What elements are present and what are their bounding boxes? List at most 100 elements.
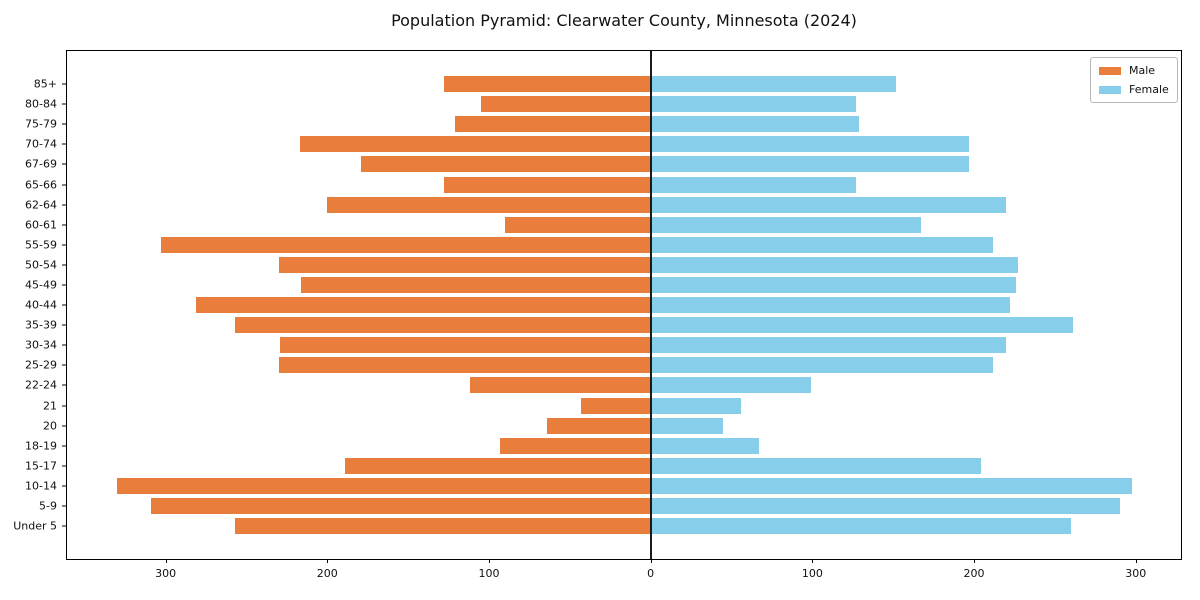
female-bar <box>650 76 897 93</box>
female-bar <box>650 457 981 474</box>
pyramid-row: 21 <box>43 396 1181 416</box>
pyramid-row: 62-64 <box>25 195 1181 215</box>
female-bar <box>650 216 921 233</box>
female-bar <box>650 337 1007 354</box>
y-tick-mark <box>62 344 66 346</box>
zero-axis-line <box>649 51 652 559</box>
chart-title: Population Pyramid: Clearwater County, M… <box>391 11 857 30</box>
female-bar <box>650 176 856 193</box>
y-tick-mark <box>62 505 66 507</box>
age-group-label: 60-61 <box>25 218 57 232</box>
x-tick-label: 300 <box>1125 567 1147 580</box>
pyramid-row: 18-19 <box>25 436 1181 456</box>
y-tick-mark <box>62 163 66 165</box>
male-bar <box>301 276 651 293</box>
x-tick-label: 100 <box>801 567 823 580</box>
age-group-label: 75-79 <box>25 117 57 131</box>
age-group-label: 50-54 <box>25 258 57 272</box>
female-bar <box>650 477 1133 494</box>
female-bar <box>650 196 1007 213</box>
pyramid-row: 15-17 <box>25 456 1181 476</box>
female-bar <box>650 136 970 153</box>
pyramid-row: Under 5 <box>13 516 1181 536</box>
x-tick-label: 200 <box>963 567 985 580</box>
age-group-label: 5-9 <box>39 499 57 513</box>
age-group-label: 15-17 <box>25 459 57 473</box>
x-tick-mark <box>812 559 814 563</box>
age-group-label: 10-14 <box>25 479 57 493</box>
x-tick-mark <box>327 559 329 563</box>
y-tick-mark <box>62 425 66 427</box>
bar-rows: 85+ 80-84 75-79 70-74 67-69 65-66 62-64 60-61 55… <box>13 51 1181 559</box>
pyramid-row: 35-39 <box>25 315 1181 335</box>
legend-female-label: Female <box>1129 83 1169 96</box>
male-bar <box>469 377 651 394</box>
male-bar <box>480 96 651 113</box>
pyramid-row: 30-34 <box>25 335 1181 355</box>
female-swatch-icon <box>1099 85 1121 94</box>
age-group-label: 45-49 <box>25 278 57 292</box>
legend: Male Female <box>1090 57 1178 103</box>
y-tick-mark <box>62 304 66 306</box>
pyramid-row: 55-59 <box>25 235 1181 255</box>
age-group-label: 65-66 <box>25 178 57 192</box>
male-bar <box>151 498 651 515</box>
female-bar <box>650 377 811 394</box>
age-group-label: 35-39 <box>25 318 57 332</box>
male-bar <box>278 357 651 374</box>
y-tick-mark <box>62 244 66 246</box>
age-group-label: 67-69 <box>25 157 57 171</box>
age-group-label: 20 <box>43 419 57 433</box>
pyramid-row: 50-54 <box>25 255 1181 275</box>
age-group-label: 70-74 <box>25 137 57 151</box>
female-bar <box>650 357 994 374</box>
x-tick-label: 200 <box>316 567 338 580</box>
pyramid-row: 65-66 <box>25 174 1181 194</box>
age-group-label: 21 <box>43 399 57 413</box>
pyramid-row: 45-49 <box>25 275 1181 295</box>
pyramid-row: 80-84 <box>25 94 1181 114</box>
x-tick-mark <box>974 559 976 563</box>
age-group-label: 22-24 <box>25 378 57 392</box>
female-bar <box>650 236 994 253</box>
y-tick-mark <box>62 364 66 366</box>
age-group-label: 30-34 <box>25 338 57 352</box>
male-bar <box>547 417 651 434</box>
male-bar <box>235 317 651 334</box>
age-group-label: 62-64 <box>25 198 57 212</box>
age-group-label: Under 5 <box>13 519 57 533</box>
male-bar <box>235 518 651 535</box>
y-tick-mark <box>62 465 66 467</box>
x-tick-label: 300 <box>155 567 177 580</box>
x-tick-mark <box>488 559 490 563</box>
y-tick-mark <box>62 405 66 407</box>
male-bar <box>327 196 651 213</box>
female-bar <box>650 437 759 454</box>
male-bar <box>443 176 651 193</box>
legend-entry-male: Male <box>1099 64 1169 77</box>
legend-male-label: Male <box>1129 64 1156 77</box>
plot-area: 85+ 80-84 75-79 70-74 67-69 65-66 62-64 60-61 55… <box>13 50 1182 580</box>
age-group-label: 55-59 <box>25 238 57 252</box>
female-bar <box>650 317 1073 334</box>
legend-entry-female: Female <box>1099 83 1169 96</box>
y-tick-mark <box>62 204 66 206</box>
y-tick-mark <box>62 184 66 186</box>
female-bar <box>650 297 1010 314</box>
y-tick-mark <box>62 83 66 85</box>
x-tick-label: 100 <box>478 567 500 580</box>
male-bar <box>505 216 651 233</box>
y-tick-mark <box>62 123 66 125</box>
y-tick-mark <box>62 485 66 487</box>
male-bar <box>117 477 651 494</box>
pyramid-row: 85+ <box>34 74 1181 94</box>
y-tick-mark <box>62 445 66 447</box>
y-tick-mark <box>62 384 66 386</box>
male-bar <box>361 156 651 173</box>
male-bar <box>443 76 651 93</box>
pyramid-row: 67-69 <box>25 154 1181 174</box>
age-group-label: 18-19 <box>25 439 57 453</box>
x-tick-mark <box>650 559 652 563</box>
male-bar <box>160 236 651 253</box>
female-bar <box>650 156 970 173</box>
